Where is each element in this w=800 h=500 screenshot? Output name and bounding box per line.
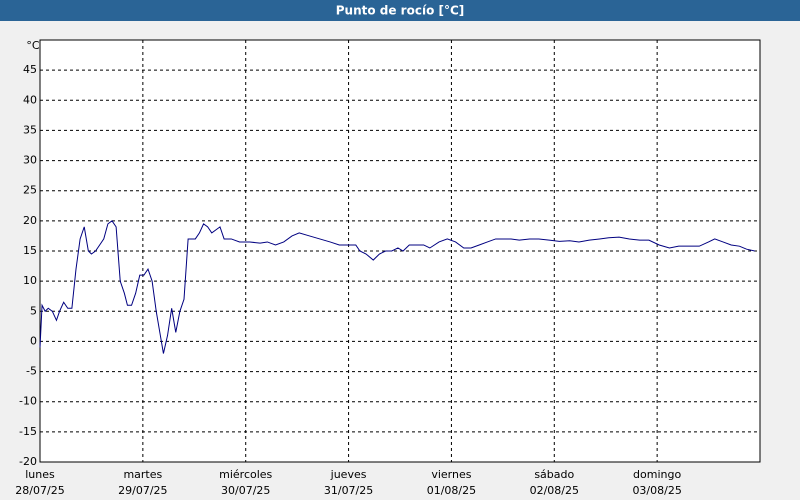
y-tick-label: 30 [23, 154, 37, 167]
y-tick-label: 35 [23, 123, 37, 136]
x-tick-sublabel: 30/07/25 [221, 484, 270, 497]
y-tick-label: 0 [30, 334, 37, 347]
y-tick-label: -20 [19, 455, 37, 468]
data-line [39, 220, 755, 354]
x-tick-label: miércoles [219, 468, 272, 481]
chart-title: Punto de rocío [°C] [336, 4, 465, 18]
x-tick-sublabel: 31/07/25 [324, 484, 373, 497]
y-tick-label: 25 [23, 184, 37, 197]
y-tick-label: 40 [23, 93, 37, 106]
x-tick-label: domingo [633, 468, 681, 481]
y-tick-label: 10 [23, 274, 37, 287]
x-tick-sublabel: 28/07/25 [15, 484, 64, 497]
y-tick-label: 5 [30, 304, 37, 317]
x-tick-label: sábado [534, 468, 574, 481]
y-tick-label: 15 [23, 244, 37, 257]
x-tick-label: viernes [431, 468, 471, 481]
x-tick-label: martes [123, 468, 162, 481]
x-tick-sublabel: 02/08/25 [530, 484, 579, 497]
x-tick-sublabel: 03/08/25 [632, 484, 681, 497]
x-tick-label: lunes [25, 468, 55, 481]
y-tick-label: -5 [26, 365, 37, 378]
x-tick-label: jueves [330, 468, 367, 481]
x-tick-sublabel: 29/07/25 [118, 484, 167, 497]
y-tick-label: -10 [19, 395, 37, 408]
y-tick-label: 20 [23, 214, 37, 227]
y-unit: °C [26, 39, 40, 52]
title-bar [0, 0, 800, 21]
x-tick-sublabel: 01/08/25 [427, 484, 476, 497]
y-tick-label: -15 [19, 425, 37, 438]
y-tick-label: 45 [23, 63, 37, 76]
